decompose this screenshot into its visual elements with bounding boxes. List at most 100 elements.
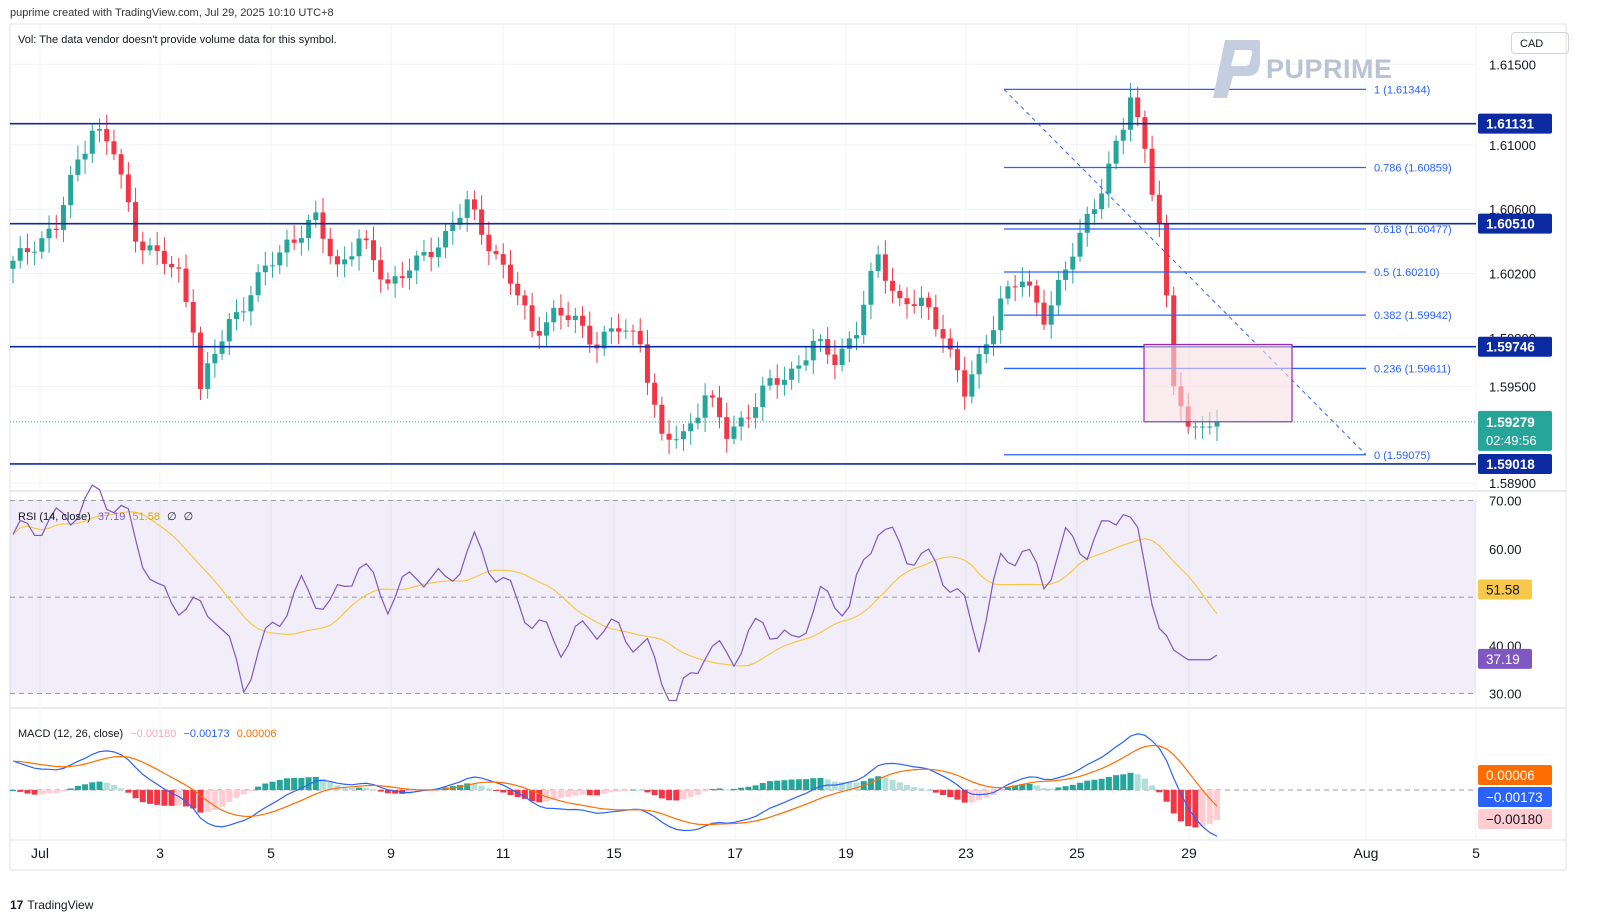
- candle: [291, 225, 297, 251]
- rsi-legend-na1: ∅: [167, 511, 177, 523]
- x-tick-label: 9: [387, 845, 395, 861]
- macd-hist-bar: [1199, 790, 1206, 827]
- macd-price-tag: [1478, 809, 1552, 829]
- candle-body: [572, 315, 578, 321]
- macd-hist-bar: [384, 790, 391, 794]
- macd-hist-bar: [283, 778, 290, 790]
- candle: [558, 294, 564, 330]
- candle-body: [544, 322, 550, 336]
- macd-hist-bar: [730, 788, 737, 790]
- candle: [969, 360, 975, 404]
- candle-body: [212, 353, 218, 364]
- candle: [803, 345, 809, 372]
- macd-hist-bar: [1012, 785, 1019, 790]
- candle: [104, 114, 110, 155]
- candle: [1055, 270, 1061, 316]
- macd-hist-bar: [954, 790, 961, 800]
- candle: [262, 251, 268, 286]
- candle-body: [1192, 426, 1198, 428]
- candle: [306, 214, 312, 251]
- candle-body: [738, 417, 744, 427]
- candle: [580, 306, 586, 338]
- macd-hist-bar: [601, 790, 608, 794]
- candle: [868, 262, 874, 320]
- candle-body: [616, 328, 622, 332]
- candle: [233, 299, 239, 331]
- macd-hist-bar: [630, 789, 637, 791]
- candle: [60, 196, 66, 242]
- candle-body: [479, 209, 485, 235]
- macd-hist-bar: [82, 784, 89, 790]
- candle: [507, 250, 513, 295]
- candle-body: [580, 315, 586, 326]
- macd-hist-bar: [507, 790, 514, 795]
- candle: [774, 364, 780, 399]
- candle-body: [717, 397, 723, 418]
- candle-body: [161, 250, 167, 264]
- candle-body: [803, 360, 809, 366]
- macd-hist-bar: [781, 780, 788, 790]
- macd-hist-bar: [1040, 788, 1047, 790]
- rsi-ma-tag: [1478, 579, 1532, 600]
- candle-body: [601, 331, 607, 349]
- candle-body: [197, 332, 203, 389]
- macd-hist-bar: [997, 790, 1004, 791]
- candle-body: [385, 279, 391, 284]
- candle-body: [1005, 286, 1011, 299]
- macd-hist-bar: [327, 782, 334, 790]
- candle-body: [363, 238, 369, 241]
- fib-trend-line: [1003, 89, 1367, 456]
- rsi-tag-label: 37.19: [1486, 652, 1520, 667]
- macd-hist-bar: [1163, 790, 1170, 802]
- candle-body: [796, 365, 802, 369]
- candle: [861, 290, 867, 344]
- candle: [601, 325, 607, 356]
- macd-hist-bar: [1120, 774, 1127, 790]
- candle-body: [24, 248, 30, 253]
- macd-hist-bar: [1141, 778, 1148, 790]
- candle: [731, 415, 737, 445]
- macd-hist-bar: [370, 789, 377, 791]
- level-price-tag: [1478, 213, 1552, 234]
- candle-body: [60, 205, 66, 230]
- macd-hist-bar: [356, 787, 363, 790]
- candle: [659, 396, 665, 441]
- candle-body: [75, 159, 81, 175]
- macd-hist-bar: [579, 790, 586, 795]
- candle: [370, 226, 376, 273]
- macd-hist-bar: [24, 790, 31, 794]
- candle: [1027, 270, 1033, 297]
- candle: [875, 245, 881, 279]
- candle-body: [507, 264, 513, 284]
- candles: [10, 83, 1220, 455]
- candle: [190, 289, 196, 347]
- macd-hist-bar: [1062, 786, 1069, 790]
- footer[interactable]: 17 TradingView: [10, 898, 93, 912]
- candle: [421, 239, 427, 262]
- candle: [608, 316, 614, 345]
- macd-hist-bar: [168, 790, 175, 806]
- signal-line: [12, 744, 1218, 826]
- level-price-tag: [1478, 336, 1552, 357]
- macd-hist-bar: [795, 779, 802, 790]
- fib-level-label: 1 (1.61344): [1374, 84, 1430, 96]
- candle: [298, 225, 304, 256]
- y-tick-label: 1.61500: [1489, 57, 1536, 72]
- candle-body: [882, 254, 888, 281]
- candle: [212, 339, 218, 378]
- candle: [219, 330, 225, 360]
- macd-hist-bar: [1177, 790, 1184, 822]
- macd-hist-bar: [961, 790, 968, 803]
- macd-hist-bar: [269, 781, 276, 790]
- candle-body: [291, 239, 297, 243]
- last-price-label: 1.59279: [1486, 415, 1535, 430]
- currency-label[interactable]: CAD: [1511, 32, 1569, 54]
- candle: [255, 264, 261, 302]
- candle-body: [767, 378, 773, 386]
- candle-body: [190, 301, 196, 333]
- fib-level-label: 0.786 (1.60859): [1374, 162, 1452, 174]
- candle-body: [904, 298, 910, 305]
- macd-hist-bar: [262, 783, 269, 790]
- candle: [897, 284, 903, 307]
